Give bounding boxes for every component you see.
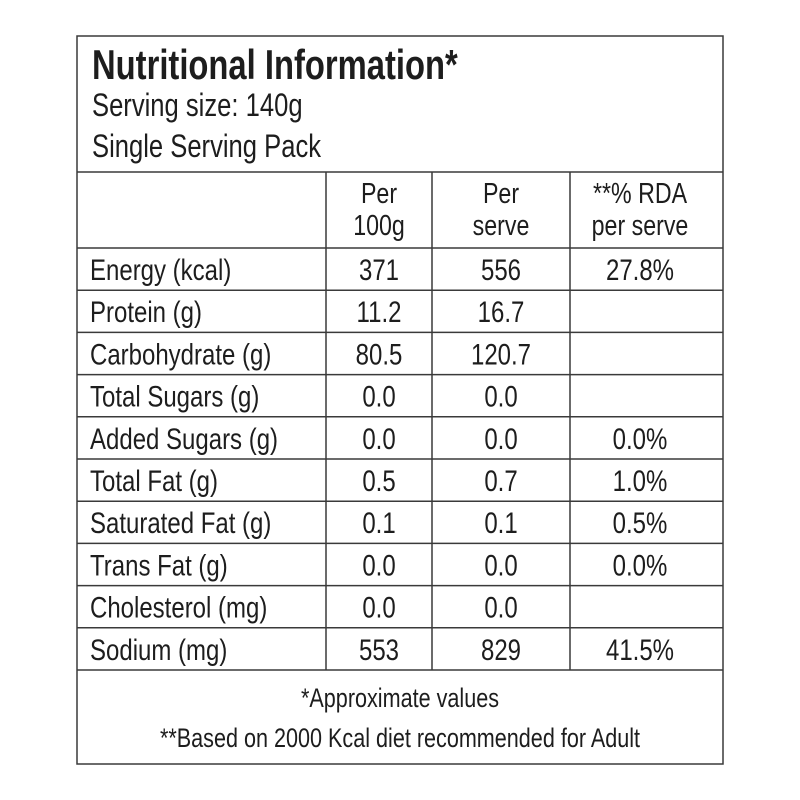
column-header: serve bbox=[473, 208, 530, 241]
nutrient-name: Total Sugars (g) bbox=[90, 379, 259, 413]
nutrient-name: Energy (kcal) bbox=[90, 252, 231, 286]
nutrient-value: 120.7 bbox=[471, 337, 531, 371]
nutrient-name: Trans Fat (g) bbox=[90, 548, 228, 582]
nutrient-value: 553 bbox=[359, 632, 399, 666]
nutrient-value: 0.1 bbox=[362, 506, 395, 540]
nutrient-value: 0.0 bbox=[484, 421, 517, 455]
nutrient-value: 80.5 bbox=[356, 337, 403, 371]
nutrient-value: 0.0 bbox=[484, 548, 517, 582]
nutrient-value: 1.0% bbox=[613, 463, 668, 497]
column-header: 100g bbox=[353, 208, 405, 241]
nutrient-value: 0.0% bbox=[613, 548, 668, 582]
nutrient-value: 0.0 bbox=[484, 590, 517, 624]
nutrient-value: 16.7 bbox=[478, 295, 525, 329]
nutrient-value: 0.0 bbox=[362, 590, 395, 624]
nutrient-name: Added Sugars (g) bbox=[90, 421, 278, 455]
nutrient-value: 0.1 bbox=[484, 506, 517, 540]
nutrient-value: 0.7 bbox=[484, 463, 517, 497]
footnote: *Approximate values bbox=[301, 684, 499, 714]
serving-size: Serving size: 140g bbox=[92, 88, 303, 123]
nutrient-name: Cholesterol (mg) bbox=[90, 590, 267, 624]
nutrient-value: 0.0 bbox=[362, 548, 395, 582]
nutrient-name: Saturated Fat (g) bbox=[90, 506, 271, 540]
column-header: per serve bbox=[592, 208, 689, 241]
nutrient-value: 27.8% bbox=[606, 252, 674, 286]
nutrient-value: 371 bbox=[359, 252, 399, 286]
column-header: Per bbox=[483, 176, 519, 209]
outer-border bbox=[76, 35, 724, 765]
nutrient-value: 11.2 bbox=[357, 295, 402, 329]
nutrient-value: 829 bbox=[481, 632, 521, 666]
nutrient-value: 0.0 bbox=[362, 421, 395, 455]
nutrient-value: 0.5% bbox=[613, 506, 668, 540]
nutrient-value: 0.5 bbox=[362, 463, 395, 497]
footnote: **Based on 2000 Kcal diet recommended fo… bbox=[160, 724, 640, 754]
nutrient-name: Sodium (mg) bbox=[90, 632, 227, 666]
nutrient-name: Protein (g) bbox=[90, 295, 202, 329]
column-header: **% RDA bbox=[593, 176, 688, 209]
nutrient-value: 41.5% bbox=[606, 632, 674, 666]
title: Nutritional Information* bbox=[92, 41, 458, 88]
nutrient-value: 0.0 bbox=[484, 379, 517, 413]
nutrient-value: 0.0 bbox=[362, 379, 395, 413]
pack: Single Serving Pack bbox=[92, 129, 321, 164]
nutrient-name: Carbohydrate (g) bbox=[90, 337, 271, 371]
nutrient-value: 556 bbox=[481, 252, 521, 286]
nutrient-name: Total Fat (g) bbox=[90, 463, 218, 497]
column-header: Per bbox=[361, 176, 397, 209]
nutrient-value: 0.0% bbox=[613, 421, 668, 455]
